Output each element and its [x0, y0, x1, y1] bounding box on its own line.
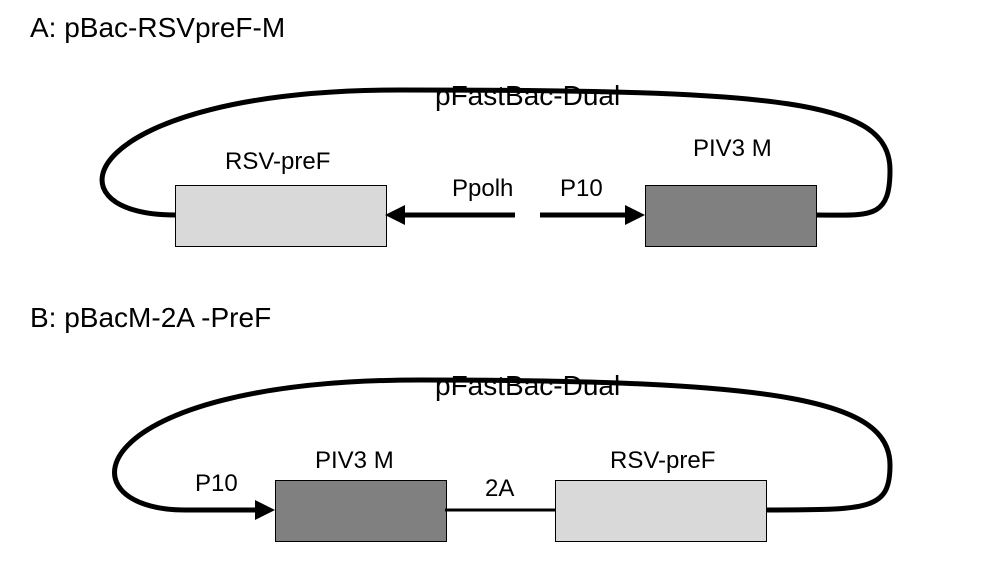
linker-line [445, 505, 555, 515]
plasmid-arc-b [0, 300, 1000, 580]
gene-a-left-label: RSV-preF [225, 148, 330, 176]
plasmid-arc-a [0, 0, 1000, 300]
linker-label: 2A [485, 475, 514, 503]
promoter-p10-b: P10 [195, 470, 238, 498]
promoter-ppolh: Ppolh [452, 175, 513, 203]
gene-a-left-box [175, 185, 387, 247]
gene-b-left-label: PIV3 M [315, 447, 394, 475]
promoter-p10-a: P10 [560, 175, 603, 203]
gene-b-left-box [275, 480, 447, 542]
gene-a-right-box [645, 185, 817, 247]
gene-b-right-label: RSV-preF [610, 447, 715, 475]
arrow-a-right [540, 205, 645, 225]
vector-label-b: pFastBac-Dual [435, 370, 620, 402]
vector-label-a: pFastBac-Dual [435, 80, 620, 112]
gene-b-right-box [555, 480, 767, 542]
arrow-a-left [385, 205, 515, 225]
gene-a-right-label: PIV3 M [693, 135, 772, 163]
arrow-b-p10 [185, 500, 275, 520]
